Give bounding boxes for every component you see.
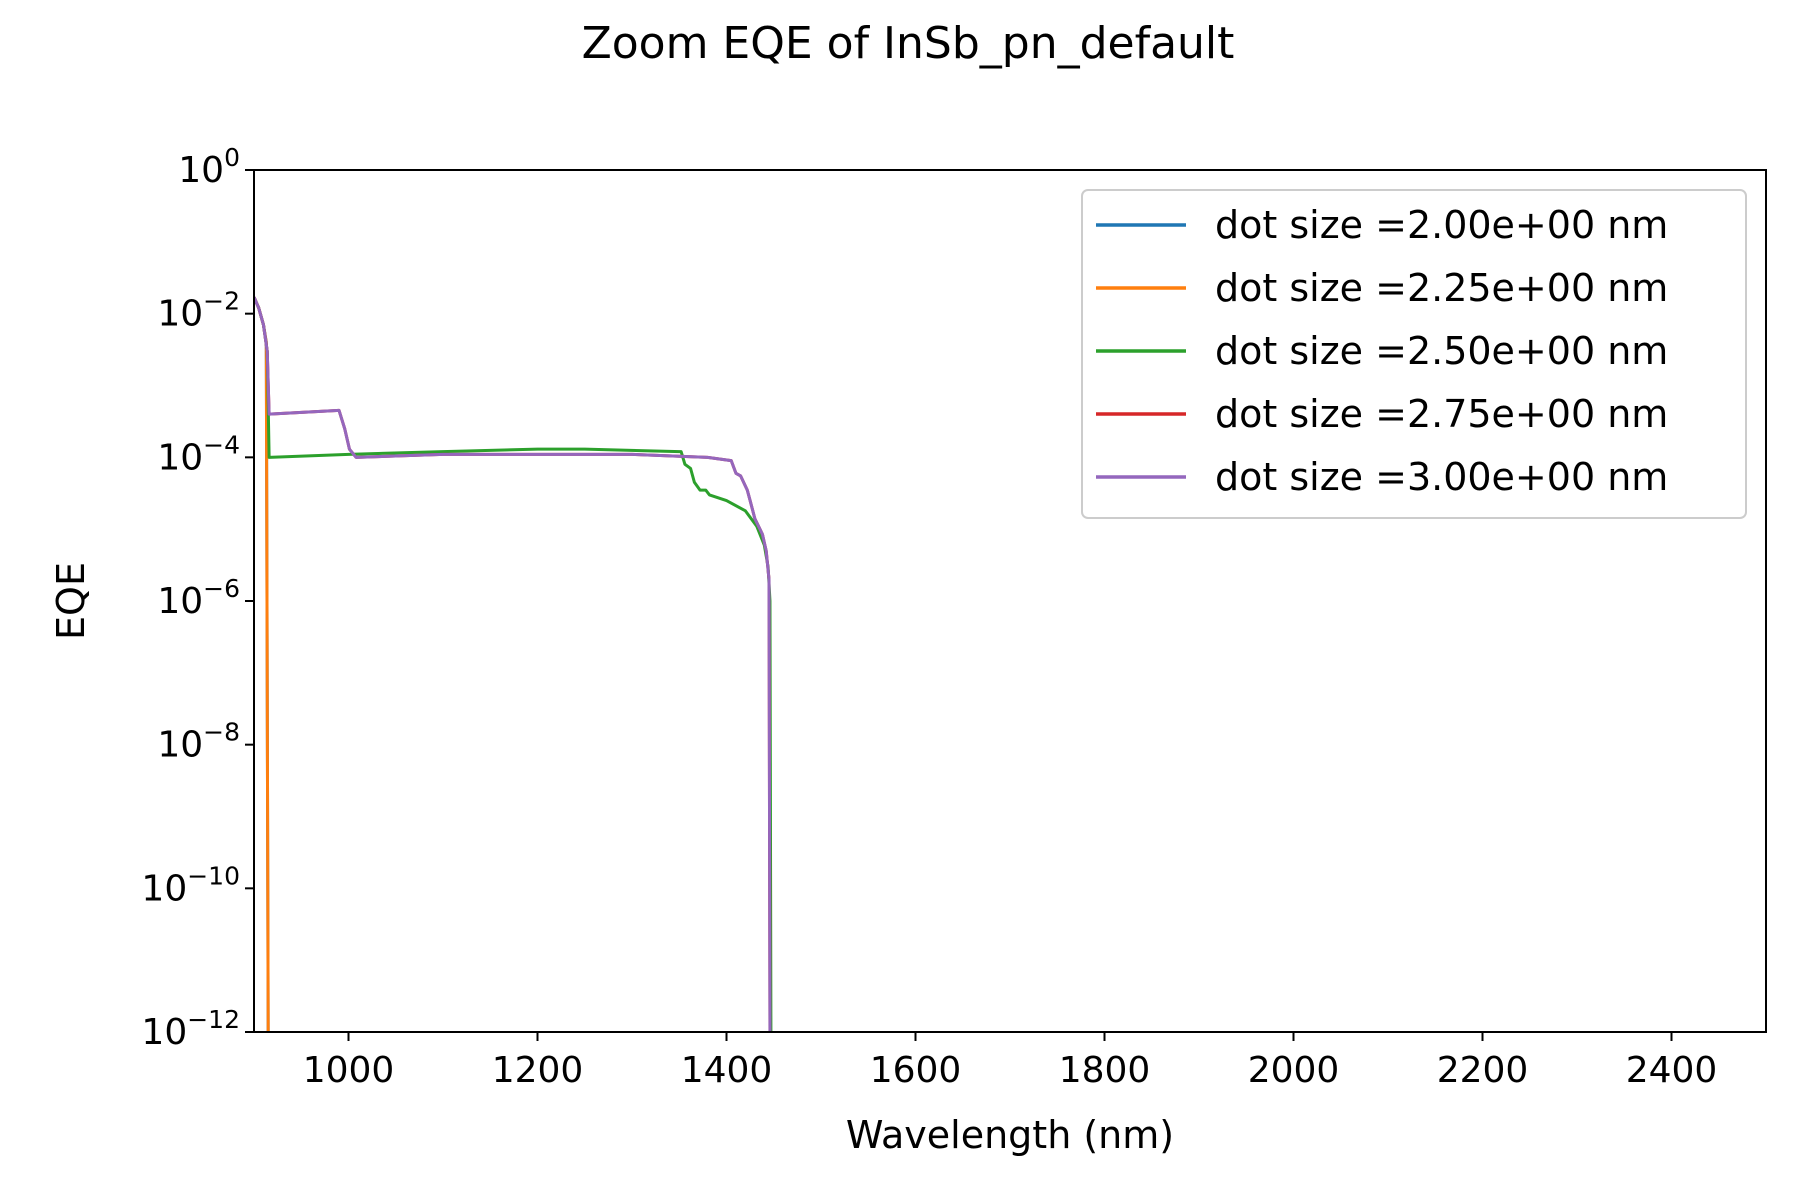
x-tick-label: 1200 [492, 1050, 584, 1091]
y-tick-base: 10 [157, 437, 203, 478]
series-line-3 [254, 296, 773, 1032]
legend-entry-label: dot size =2.25e+00 nm [1215, 266, 1668, 310]
y-tick-exponent: −8 [203, 718, 240, 747]
x-tick-label: 1400 [681, 1050, 773, 1091]
legend-entry-label: dot size =2.75e+00 nm [1215, 392, 1668, 436]
legend-entry-label: dot size =2.50e+00 nm [1215, 329, 1668, 373]
series-layer [254, 296, 773, 1032]
x-tick-label: 1600 [870, 1050, 962, 1091]
x-tick-label: 1000 [303, 1050, 395, 1091]
y-tick-exponent: −10 [187, 861, 240, 890]
y-tick-exponent: −2 [203, 287, 240, 316]
legend: dot size =2.00e+00 nm dot size =2.25e+00 … [1081, 189, 1747, 519]
legend-entry-label: dot size =2.00e+00 nm [1215, 203, 1668, 247]
y-tick-exponent: −12 [187, 1005, 240, 1034]
y-tick-label: 10−4 [157, 430, 240, 478]
x-axis-label: Wavelength (nm) [846, 1113, 1174, 1157]
y-tick-exponent: 0 [224, 143, 240, 172]
y-tick-base: 10 [141, 868, 187, 909]
y-tick-label: 100 [178, 143, 240, 191]
chart-title: Zoom EQE of InSb_pn_default [582, 18, 1235, 69]
x-axis-ticks: 1000 1200 1400 1600 1800 2000 2200 2400 [303, 1032, 1718, 1091]
y-tick-label: 10−10 [141, 861, 240, 909]
legend-entry-label: dot size =3.00e+00 nm [1215, 455, 1668, 499]
y-tick-base: 10 [157, 294, 203, 335]
x-tick-label: 2000 [1248, 1050, 1340, 1091]
y-axis-label: EQE [49, 562, 93, 640]
series-line-5 [254, 296, 772, 1032]
y-tick-base: 10 [157, 581, 203, 622]
y-tick-base: 10 [178, 150, 224, 191]
y-tick-label: 10−6 [157, 574, 240, 622]
y-tick-exponent: −4 [203, 430, 240, 459]
y-tick-label: 10−8 [157, 718, 240, 766]
y-tick-base: 10 [141, 1012, 187, 1053]
legend-frame [1081, 189, 1747, 519]
y-tick-base: 10 [157, 725, 203, 766]
y-tick-label: 10−2 [157, 287, 240, 335]
y-tick-label: 10−12 [141, 1005, 240, 1053]
y-tick-exponent: −6 [203, 574, 240, 603]
x-tick-label: 2200 [1437, 1050, 1529, 1091]
x-tick-label: 1800 [1059, 1050, 1151, 1091]
x-tick-label: 2400 [1626, 1050, 1718, 1091]
